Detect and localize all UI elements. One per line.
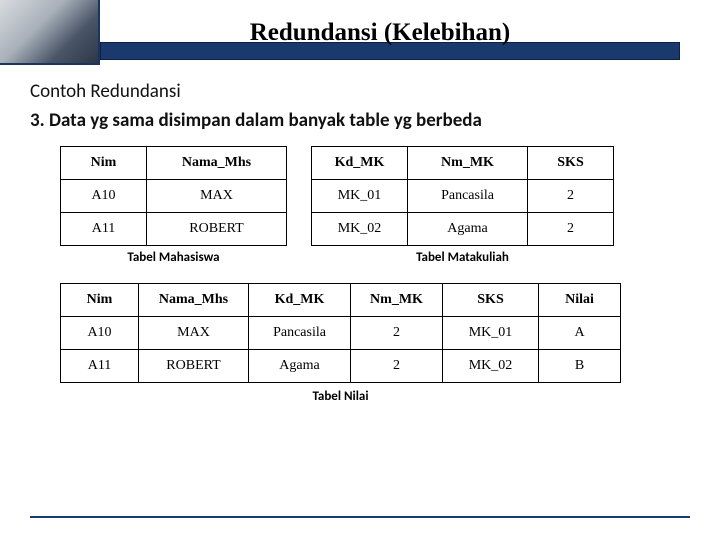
subheading-2: 3. Data yg sama disimpan dalam banyak ta… <box>30 109 690 132</box>
matakuliah-cell: 2 <box>528 180 614 213</box>
table-row: MK_01Pancasila2 <box>312 180 614 213</box>
nilai-cell: A11 <box>61 350 139 383</box>
mahasiswa-cell: MAX <box>147 180 287 213</box>
table-row: A10MAXPancasila2MK_01A <box>61 317 621 350</box>
matakuliah-cell: 2 <box>528 213 614 246</box>
caption-nilai: Tabel Nilai <box>60 389 621 404</box>
matakuliah-cell: Pancasila <box>408 180 528 213</box>
nilai-cell: MAX <box>139 317 249 350</box>
nilai-cell: B <box>539 350 621 383</box>
title-bar: Redundansi (Kelebihan) <box>0 0 720 65</box>
mahasiswa-cell: ROBERT <box>147 213 287 246</box>
mahasiswa-header-1: Nama_Mhs <box>147 147 287 180</box>
nilai-cell: ROBERT <box>139 350 249 383</box>
content-area: Contoh Redundansi 3. Data yg sama disimp… <box>30 80 690 404</box>
mahasiswa-cell: A10 <box>61 180 147 213</box>
nilai-header-2: Kd_MK <box>249 284 351 317</box>
nilai-header-4: SKS <box>443 284 539 317</box>
nilai-header-3: Nm_MK <box>351 284 443 317</box>
mahasiswa-header-0: Nim <box>61 147 147 180</box>
nilai-cell: Agama <box>249 350 351 383</box>
caption-mahasiswa: Tabel Mahasiswa <box>60 250 287 265</box>
subheading-1: Contoh Redundansi <box>30 80 690 103</box>
matakuliah-header-0: Kd_MK <box>312 147 408 180</box>
table-mahasiswa: NimNama_MhsA10MAXA11ROBERT <box>60 146 287 246</box>
nilai-header-1: Nama_Mhs <box>139 284 249 317</box>
mahasiswa-cell: A11 <box>61 213 147 246</box>
table-nilai: NimNama_MhsKd_MKNm_MKSKSNilaiA10MAXPanca… <box>60 283 621 383</box>
nilai-cell: 2 <box>351 317 443 350</box>
nilai-cell: MK_02 <box>443 350 539 383</box>
matakuliah-cell: Agama <box>408 213 528 246</box>
nilai-header-5: Nilai <box>539 284 621 317</box>
page-title: Redundansi (Kelebihan) <box>250 19 511 47</box>
matakuliah-header-1: Nm_MK <box>408 147 528 180</box>
nilai-header-0: Nim <box>61 284 139 317</box>
bottom-table-wrap: NimNama_MhsKd_MKNm_MKSKSNilaiA10MAXPanca… <box>60 283 690 404</box>
nilai-cell: 2 <box>351 350 443 383</box>
matakuliah-cell: MK_01 <box>312 180 408 213</box>
caption-matakuliah: Tabel Matakuliah <box>311 250 614 265</box>
nilai-cell: MK_01 <box>443 317 539 350</box>
table-row: A10MAX <box>61 180 287 213</box>
table-row: A11ROBERTAgama2MK_02B <box>61 350 621 383</box>
top-tables-row: NimNama_MhsA10MAXA11ROBERT Kd_MKNm_MKSKS… <box>60 146 690 246</box>
footer-divider <box>30 516 690 518</box>
nilai-cell: A10 <box>61 317 139 350</box>
table-row: A11ROBERT <box>61 213 287 246</box>
top-captions-row: Tabel Mahasiswa Tabel Matakuliah <box>60 250 690 265</box>
matakuliah-cell: MK_02 <box>312 213 408 246</box>
table-row: MK_02Agama2 <box>312 213 614 246</box>
table-matakuliah: Kd_MKNm_MKSKSMK_01Pancasila2MK_02Agama2 <box>311 146 614 246</box>
nilai-cell: Pancasila <box>249 317 351 350</box>
nilai-cell: A <box>539 317 621 350</box>
matakuliah-header-2: SKS <box>528 147 614 180</box>
